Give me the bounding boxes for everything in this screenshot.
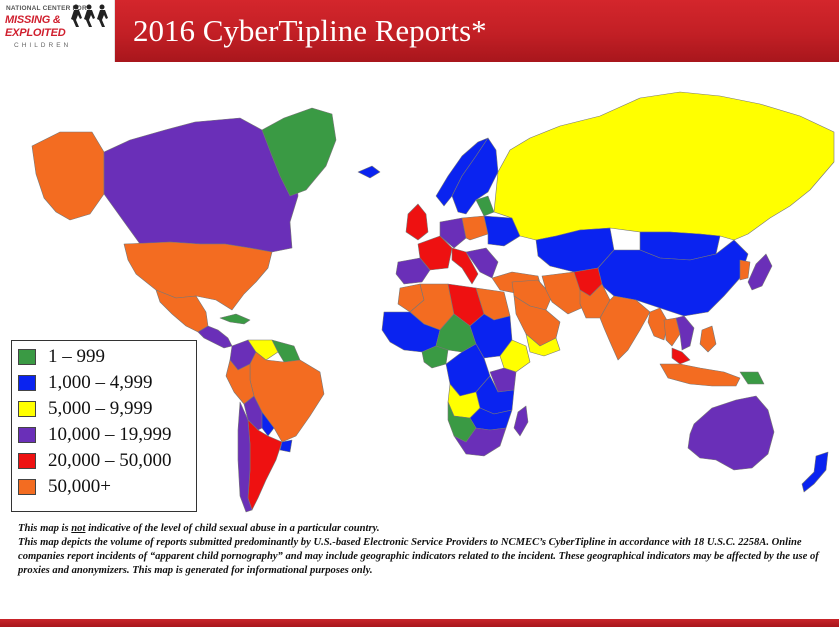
ncmec-logo: NATIONAL CENTER FOR MISSING & EXPLOITED … [0, 0, 115, 62]
logo-line-4: CHILDREN [14, 42, 72, 49]
logo-line-3: EXPLOITED [5, 27, 66, 39]
world-map [31, 91, 835, 513]
map-region-united-kingdom [405, 203, 429, 241]
disclaimer-notes: This map is not indicative of the level … [18, 522, 828, 578]
header-bar: NATIONAL CENTER FOR MISSING & EXPLOITED … [0, 0, 839, 62]
map-region-australia [687, 395, 775, 471]
map-region-papua [739, 371, 765, 385]
legend-swatch-red [18, 453, 36, 469]
map-region-venezuela [247, 339, 279, 361]
map-region-russia [493, 91, 835, 241]
map-region-philippines [699, 325, 717, 353]
map-region-india [599, 295, 651, 361]
legend-label: 10,000 – 19,999 [48, 424, 172, 445]
map-region-vietnam [675, 315, 695, 351]
map-region-greenland [261, 107, 337, 197]
map-region-central-america [197, 325, 233, 349]
page-title: 2016 CyberTipline Reports* [133, 13, 487, 48]
legend-label: 20,000 – 50,000 [48, 450, 172, 471]
legend-swatch-orange [18, 479, 36, 495]
legend-swatch-yellow [18, 401, 36, 417]
map-region-germany [439, 217, 467, 249]
map-region-malaysia [671, 347, 691, 365]
map-region-uruguay [279, 439, 293, 453]
map-region-yemen [525, 333, 561, 357]
map-region-thailand [663, 317, 681, 347]
legend-swatch-purple [18, 427, 36, 443]
disclaimer-text: indicative of the level of child sexual … [85, 523, 380, 534]
legend-label: 50,000+ [48, 476, 111, 497]
legend-label: 1,000 – 4,999 [48, 372, 153, 393]
map-region-south-africa [453, 427, 507, 457]
map-region-spain [395, 257, 431, 285]
map-region-usa [123, 241, 273, 311]
map-region-cuba [219, 313, 251, 325]
legend-label: 5,000 – 9,999 [48, 398, 153, 419]
disclaimer-text: This map is [18, 523, 72, 534]
disclaimer-emphasis: not [71, 523, 86, 534]
legend-label: 1 – 999 [48, 346, 105, 367]
map-region-iceland [357, 165, 381, 179]
map-region-korea [739, 259, 751, 281]
map-region-madagascar [513, 405, 529, 437]
map-region-japan [747, 253, 773, 291]
disclaimer-line-2: This map depicts the volume of reports s… [18, 537, 819, 576]
logo-line-2: MISSING & [5, 14, 61, 26]
map-region-poland [461, 215, 489, 241]
logo-line-1: NATIONAL CENTER FOR [6, 5, 87, 12]
legend-swatch-blue [18, 375, 36, 391]
map-region-alaska [31, 131, 105, 221]
map-region-baltics [475, 195, 495, 217]
footer-bar [0, 619, 839, 627]
map-region-indonesia [659, 363, 741, 387]
map-legend: 1 – 999 1,000 – 4,999 5,000 – 9,999 10,0… [11, 340, 197, 512]
running-children-icon [71, 4, 108, 27]
disclaimer-line-1: This map is not indicative of the level … [18, 522, 828, 536]
map-region-balkans [465, 247, 499, 279]
map-region-chile [237, 401, 253, 513]
map-region-new-zealand [801, 451, 829, 493]
map-region-myanmar [647, 307, 669, 341]
legend-swatch-green [18, 349, 36, 365]
